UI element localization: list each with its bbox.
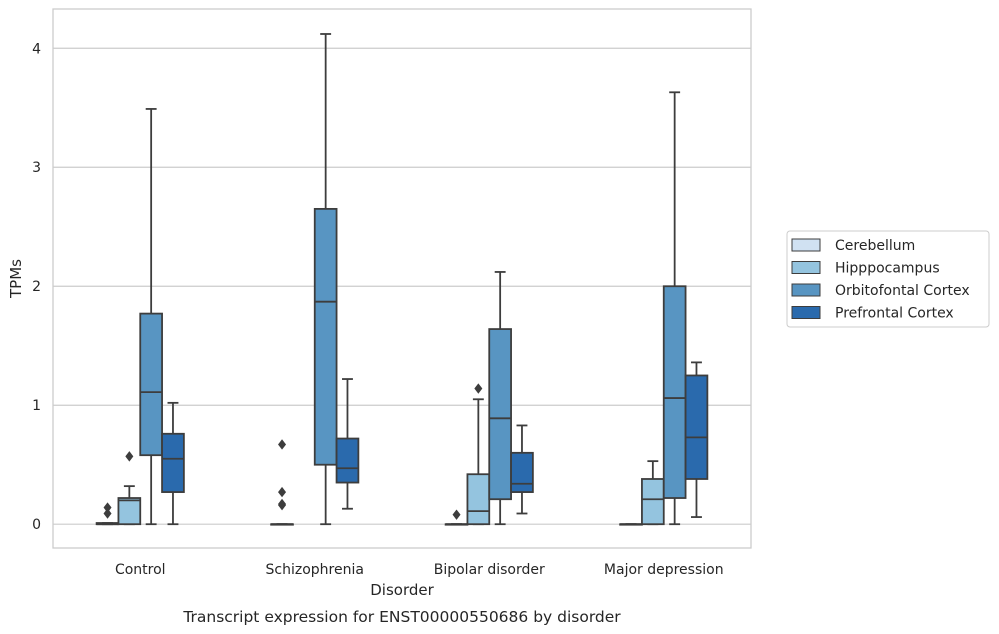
box-iqr [510, 451, 534, 493]
figure-caption: Transcript expression for ENST0000055068… [182, 608, 621, 626]
legend-swatch [791, 283, 821, 297]
legend-label: Prefrontal Cortex [835, 306, 954, 322]
box-orbitofontal-cortex-1 [313, 33, 338, 526]
box-iqr [488, 328, 512, 501]
outlier-point [103, 502, 112, 513]
x-tick-label: Control [115, 562, 166, 578]
outlier-point [278, 498, 287, 510]
y-tick-label: 0 [32, 517, 41, 533]
outlier-point [452, 509, 461, 520]
box-cerebellum-0 [95, 502, 120, 526]
box-iqr [161, 432, 185, 493]
box-iqr [335, 437, 360, 484]
box-cerebellum-2 [444, 509, 469, 526]
legend-label: Hipppocampus [835, 261, 940, 277]
box-orbitofontal-cortex-0 [139, 108, 163, 526]
y-tick-label: 2 [32, 279, 41, 295]
legend-label: Orbitofontal Cortex [835, 283, 970, 299]
box-cerebellum-3 [619, 523, 643, 526]
box-iqr [117, 497, 142, 526]
y-tick-label: 4 [32, 41, 41, 57]
box-orbitofontal-cortex-2 [488, 271, 512, 526]
box-iqr [641, 478, 665, 526]
outlier-point [278, 439, 287, 450]
legend-swatch [791, 238, 821, 252]
x-axis-label: Disorder [370, 581, 434, 599]
outlier-point [278, 486, 287, 498]
outlier-point [103, 508, 112, 519]
box-prefrontal-cortex-2 [510, 424, 534, 515]
legend-label: Cerebellum [835, 238, 915, 254]
box-iqr [466, 473, 491, 526]
box-prefrontal-cortex-1 [335, 378, 360, 510]
x-tick-label: Schizophrenia [266, 562, 364, 578]
box-hipppocampus-2 [466, 383, 491, 526]
y-axis-label: TPMs [7, 259, 25, 299]
y-tick-labels: 0 1 2 3 4 [32, 41, 41, 533]
legend-frame [786, 230, 990, 328]
box-hipppocampus-3 [641, 460, 665, 526]
y-tick-label: 3 [32, 160, 41, 176]
outlier-point [474, 383, 483, 394]
box-iqr [139, 312, 163, 457]
box-hipppocampus-0 [117, 451, 142, 526]
box-iqr [313, 207, 338, 466]
box-iqr [684, 374, 709, 480]
x-tick-label: Bipolar disorder [434, 562, 545, 578]
legend-swatch [791, 306, 821, 319]
x-tick-label: Major depression [604, 562, 724, 578]
y-tick-label: 1 [32, 398, 41, 414]
outlier-point [125, 451, 134, 462]
box-prefrontal-cortex-3 [684, 361, 709, 518]
box-iqr [662, 285, 687, 499]
box-prefrontal-cortex-0 [161, 401, 185, 526]
box-plot-series [95, 33, 709, 526]
box-cerebellum-1 [270, 439, 294, 526]
plot-frame [52, 8, 752, 549]
legend-swatch [791, 261, 821, 274]
box-orbitofontal-cortex-3 [662, 91, 687, 526]
legend: Cerebellum Hipppocampus Orbitofontal Corte… [786, 230, 990, 328]
x-tick-labels: Control Schizophrenia Bipolar disorder Majo… [115, 562, 724, 578]
